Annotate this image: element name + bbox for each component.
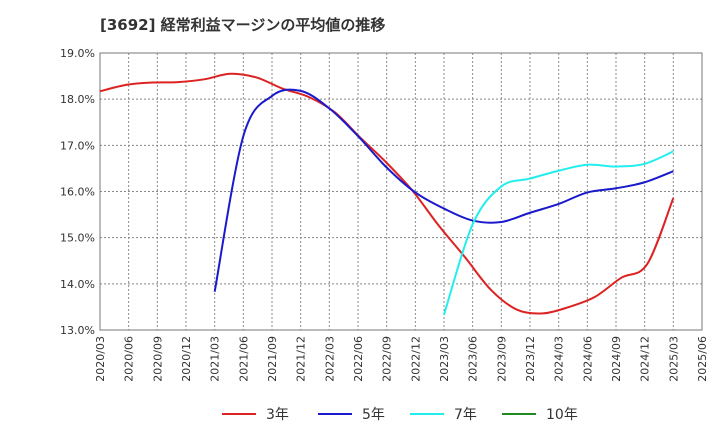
y-tick-label: 13.0% <box>60 324 95 337</box>
series-layer <box>99 72 675 316</box>
x-tick-label: 2022/09 <box>381 336 394 382</box>
x-tick-label: 2021/09 <box>266 336 279 382</box>
x-tick-label: 2024/06 <box>581 336 594 382</box>
series-line <box>443 150 674 316</box>
legend-label: 10年 <box>546 407 578 423</box>
x-tick-label: 2023/12 <box>524 336 537 382</box>
y-tick-label: 19.0% <box>60 47 95 60</box>
x-tick-label: 2021/03 <box>209 336 222 382</box>
series-line <box>99 72 675 315</box>
x-tick-label: 2023/06 <box>467 336 480 382</box>
x-tick-label: 2020/03 <box>94 336 107 382</box>
grid-layer <box>100 53 702 330</box>
axis-layer: 13.0% 14.0% 15.0% 16.0% 17.0% 18.0% 19.0% 2020/… <box>60 47 709 382</box>
legend-label: 5年 <box>362 407 385 423</box>
x-tick-label: 2024/03 <box>553 336 566 382</box>
x-tick-label: 2021/06 <box>237 336 250 382</box>
legend-label: 3年 <box>266 407 289 423</box>
x-tick-label: 2022/12 <box>409 336 422 382</box>
x-tick-label: 2020/12 <box>180 336 193 382</box>
y-tick-label: 16.0% <box>60 186 95 199</box>
x-tick-label: 2022/03 <box>323 336 336 382</box>
legend-label: 7年 <box>454 407 477 423</box>
x-tick-label: 2020/06 <box>123 336 136 382</box>
y-tick-label: 15.0% <box>60 232 95 245</box>
plot-frame <box>99 52 703 331</box>
x-tick-label: 2023/03 <box>438 336 451 382</box>
x-tick-label: 2024/09 <box>610 336 623 382</box>
x-tick-label: 2023/09 <box>495 336 508 382</box>
x-tick-label: 2025/03 <box>667 336 680 382</box>
legend: 3年 5年 7年 10年 <box>222 407 578 423</box>
series-line <box>213 88 674 292</box>
x-tick-label: 2020/09 <box>151 336 164 382</box>
y-tick-label: 18.0% <box>60 93 95 106</box>
x-tick-label: 2024/12 <box>639 336 652 382</box>
y-tick-label: 14.0% <box>60 278 95 291</box>
x-tick-label: 2025/06 <box>696 336 709 382</box>
x-tick-label: 2021/12 <box>295 336 308 382</box>
chart-title: [3692] 経常利益マージンの平均値の推移 <box>100 16 386 34</box>
y-tick-label: 17.0% <box>60 139 95 152</box>
x-tick-label: 2022/06 <box>352 336 365 382</box>
